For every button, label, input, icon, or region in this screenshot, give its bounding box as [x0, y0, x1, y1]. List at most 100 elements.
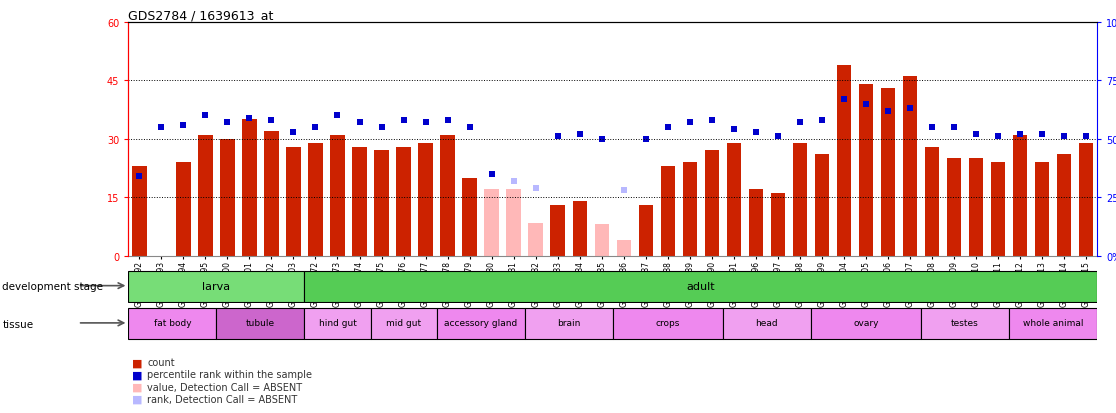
Bar — [903, 77, 917, 256]
Bar — [946, 159, 961, 256]
Bar — [767, 23, 789, 256]
Bar — [550, 206, 565, 256]
Bar — [616, 240, 631, 256]
Bar — [569, 23, 590, 256]
Text: development stage: development stage — [2, 281, 104, 291]
Bar — [858, 85, 873, 256]
Bar — [128, 271, 305, 302]
Bar — [529, 223, 542, 256]
Bar — [727, 143, 741, 256]
Bar — [348, 23, 371, 256]
Text: brain: brain — [557, 318, 580, 328]
Bar — [176, 163, 191, 256]
Bar — [459, 23, 481, 256]
Bar — [484, 190, 499, 256]
Bar — [833, 23, 855, 256]
Bar — [792, 143, 807, 256]
Bar — [239, 23, 260, 256]
Text: rank, Detection Call = ABSENT: rank, Detection Call = ABSENT — [147, 394, 298, 404]
Bar — [264, 132, 279, 256]
Bar — [704, 151, 719, 256]
Bar — [217, 309, 305, 339]
Bar — [220, 140, 234, 256]
Bar — [898, 23, 921, 256]
Bar — [925, 147, 939, 256]
Bar — [965, 23, 987, 256]
Bar — [217, 23, 239, 256]
Text: head: head — [756, 318, 778, 328]
Bar — [242, 120, 257, 256]
Bar — [921, 23, 943, 256]
Bar — [837, 66, 852, 256]
Bar — [194, 23, 217, 256]
Bar — [199, 135, 212, 256]
Text: whole animal: whole animal — [1022, 318, 1084, 328]
Bar — [393, 23, 414, 256]
Text: ■: ■ — [132, 394, 142, 404]
Bar — [943, 23, 965, 256]
Text: mid gut: mid gut — [386, 318, 421, 328]
Bar — [414, 23, 436, 256]
Bar — [1031, 23, 1054, 256]
Bar — [1057, 155, 1071, 256]
Bar — [1079, 143, 1094, 256]
Text: larva: larva — [202, 281, 231, 291]
Bar — [881, 89, 895, 256]
Bar — [371, 23, 393, 256]
Bar — [525, 23, 547, 256]
Bar — [683, 163, 696, 256]
Bar — [811, 309, 921, 339]
Bar — [418, 143, 433, 256]
Bar — [1013, 135, 1027, 256]
Bar — [855, 23, 877, 256]
Bar — [436, 23, 459, 256]
Bar — [969, 159, 983, 256]
Bar — [723, 309, 811, 339]
Bar — [590, 23, 613, 256]
Bar — [1054, 23, 1075, 256]
Bar — [371, 309, 436, 339]
Bar — [679, 23, 701, 256]
Bar — [656, 23, 679, 256]
Bar — [1009, 309, 1097, 339]
Bar — [502, 23, 525, 256]
Bar — [789, 23, 811, 256]
Text: testes: testes — [951, 318, 979, 328]
Bar — [613, 309, 723, 339]
Text: accessory gland: accessory gland — [444, 318, 517, 328]
Bar — [1035, 163, 1049, 256]
Text: ■: ■ — [132, 358, 142, 368]
Bar — [507, 190, 521, 256]
Bar — [701, 23, 723, 256]
Text: ■: ■ — [132, 382, 142, 392]
Text: crops: crops — [655, 318, 680, 328]
Bar — [132, 166, 146, 256]
Bar — [661, 166, 675, 256]
Text: count: count — [147, 358, 175, 368]
Bar — [172, 23, 194, 256]
Bar — [128, 309, 217, 339]
Bar — [128, 23, 151, 256]
Text: fat body: fat body — [154, 318, 191, 328]
Bar — [462, 178, 477, 256]
Bar — [282, 23, 305, 256]
Bar — [151, 23, 172, 256]
Bar — [921, 309, 1009, 339]
Bar — [811, 23, 833, 256]
Bar — [305, 271, 1097, 302]
Text: percentile rank within the sample: percentile rank within the sample — [147, 370, 312, 380]
Bar — [436, 309, 525, 339]
Bar — [481, 23, 502, 256]
Bar — [308, 143, 323, 256]
Bar — [749, 190, 763, 256]
Bar — [723, 23, 744, 256]
Bar — [374, 151, 388, 256]
Bar — [613, 23, 635, 256]
Bar — [330, 135, 345, 256]
Bar — [287, 147, 300, 256]
Text: GDS2784 / 1639613_at: GDS2784 / 1639613_at — [128, 9, 273, 21]
Bar — [635, 23, 656, 256]
Bar — [260, 23, 282, 256]
Text: tubule: tubule — [246, 318, 275, 328]
Bar — [877, 23, 898, 256]
